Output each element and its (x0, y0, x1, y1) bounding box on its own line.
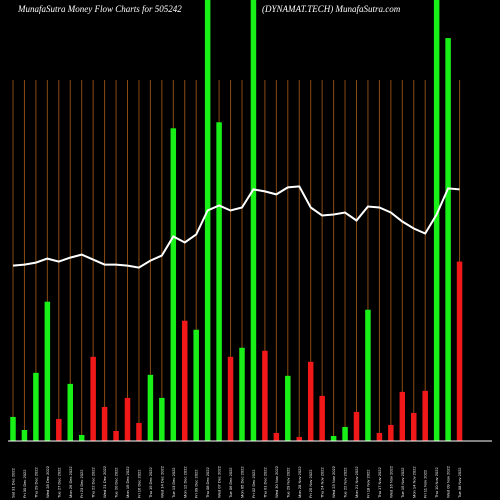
bar (227, 356, 234, 441)
x-tick-label: Tue 27 Dec 2022 (56, 467, 61, 498)
bar (422, 390, 428, 441)
x-tick-label: Thu 15 Dec 2022 (148, 467, 153, 498)
bar (90, 356, 96, 441)
bar (433, 0, 440, 441)
x-tick-label: Tue 20 Dec 2022 (114, 467, 119, 498)
x-tick-label: Wed 23 Nov 2022 (331, 465, 336, 498)
x-tick-label: Wed 14 Dec 2022 (159, 465, 164, 498)
bar (21, 429, 28, 441)
x-tick-label: Fri 18 Nov 2022 (365, 469, 370, 498)
x-tick-label: Fri 25 Nov 2022 (308, 469, 313, 498)
bar (124, 397, 131, 441)
bar (296, 436, 302, 441)
x-tick-label: Thu 08 Dec 2022 (205, 467, 210, 498)
x-tick-label: Fri 02 Dec 2022 (251, 469, 256, 498)
chart-title-left: MunafaSutra Money Flow Charts for 505242 (17, 4, 182, 14)
x-tick-label: Tue 15 Nov 2022 (400, 467, 405, 498)
x-tick-label: Fri 16 Dec 2022 (136, 469, 141, 498)
x-tick-label: Mon 19 Dec 2022 (125, 466, 130, 498)
x-tick-label: Tue 29 Nov 2022 (285, 467, 290, 498)
bar (44, 301, 51, 441)
bar (78, 434, 85, 441)
bar (239, 347, 245, 441)
money-flow-line (12, 185, 460, 269)
x-tick-label: Thu 29 Dec 2022 (33, 467, 38, 498)
bar (101, 406, 108, 441)
x-tick-label: Tue 06 Dec 2022 (228, 467, 233, 498)
x-tick-label: Thu 10 Nov 2022 (434, 467, 439, 498)
bar (399, 391, 406, 441)
bar (33, 372, 39, 441)
x-tick-label: Mon 14 Nov 2022 (411, 466, 416, 498)
bar (411, 412, 417, 441)
x-tick-label: Thu 24 Nov 2022 (320, 467, 325, 498)
x-tick-label: Tue 22 Nov 2022 (343, 467, 348, 498)
bar (10, 416, 16, 441)
x-tick-labels: Sat 31 Dec 2022 Fri 30 Dec 2022 Thu 29 Dec… (11, 465, 463, 498)
bar (262, 350, 268, 441)
x-tick-label: Fri 23 Dec 2022 (79, 469, 84, 498)
x-tick-label: Wed 07 Dec 2022 (217, 465, 222, 498)
bar (376, 432, 383, 441)
bar (216, 122, 222, 441)
x-tick-label: Fri 09 Dec 2022 (194, 469, 199, 498)
x-tick-label: Fri 30 Dec 2022 (22, 469, 27, 498)
x-tick-label: Wed 21 Dec 2022 (102, 465, 107, 498)
bar (159, 397, 165, 441)
bar (204, 0, 211, 441)
money-flow-bars (10, 0, 463, 442)
x-tick-label: Tue 08 Nov 2022 (457, 467, 462, 498)
x-tick-label: Mon 12 Dec 2022 (182, 466, 187, 498)
x-tick-label: Thu 17 Nov 2022 (377, 467, 382, 498)
bar (307, 361, 314, 441)
bar (319, 395, 325, 441)
bar (388, 424, 394, 441)
bar (56, 418, 62, 441)
x-tick-label: Tue 13 Dec 2022 (171, 467, 176, 498)
bar (182, 320, 188, 441)
x-tick-label: Mon 05 Dec 2022 (240, 466, 245, 498)
bar (456, 261, 463, 441)
bar (147, 374, 154, 441)
bar (365, 309, 371, 441)
x-tick-label: Sat 31 Dec 2022 (11, 467, 16, 498)
x-tick-label: Thu 22 Dec 2022 (91, 467, 96, 498)
x-tick-label: Wed 09 Nov 2022 (446, 465, 451, 498)
x-tick-label: Wed 16 Nov 2022 (388, 465, 393, 498)
chart-title-right: (DYNAMAT.TECH) MunafaSutra.com (262, 4, 401, 14)
x-tick-label: Fri 11 Nov 2022 (423, 469, 428, 498)
bar (285, 375, 291, 441)
x-tick-label: Mon 28 Nov 2022 (297, 466, 302, 498)
x-tick-label: Mon 21 Nov 2022 (354, 466, 359, 498)
x-tick-label: Mon 26 Dec 2022 (68, 466, 73, 498)
bar (250, 0, 257, 441)
bar (113, 430, 119, 441)
bar (445, 38, 451, 441)
x-tick-label: Wed 28 Dec 2022 (45, 465, 50, 498)
bar (193, 329, 199, 441)
bar (353, 411, 360, 441)
x-tick-label: Thu 01 Dec 2022 (262, 467, 267, 498)
bar (342, 426, 348, 441)
x-tick-label: Wed 30 Nov 2022 (274, 465, 279, 498)
bar (170, 128, 177, 442)
bar (273, 432, 280, 441)
bar (330, 435, 337, 441)
bar (136, 422, 142, 441)
bar (67, 383, 73, 441)
